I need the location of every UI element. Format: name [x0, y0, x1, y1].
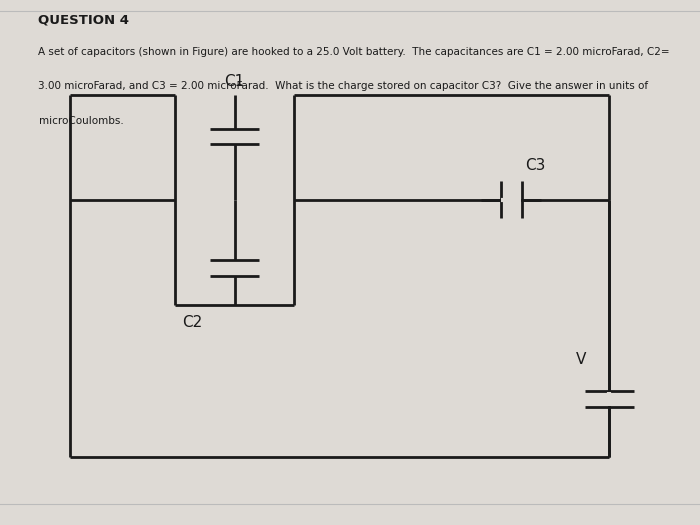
- Text: A set of capacitors (shown in Figure) are hooked to a 25.0 Volt battery.  The ca: A set of capacitors (shown in Figure) ar…: [38, 47, 670, 57]
- Text: C1: C1: [225, 74, 244, 89]
- Text: QUESTION 4: QUESTION 4: [38, 13, 130, 26]
- Text: C3: C3: [525, 158, 545, 173]
- Text: V: V: [576, 352, 586, 368]
- Text: 3.00 microFarad, and C3 = 2.00 microFarad.  What is the charge stored on capacit: 3.00 microFarad, and C3 = 2.00 microFara…: [38, 81, 649, 91]
- Text: microCoulombs.: microCoulombs.: [38, 116, 123, 125]
- Text: C2: C2: [183, 315, 202, 330]
